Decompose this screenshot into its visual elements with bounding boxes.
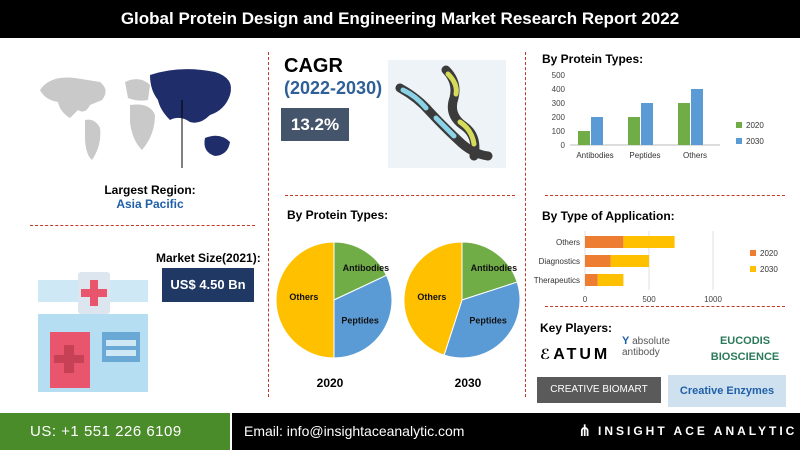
- x-tick-label: Antibodies: [576, 151, 613, 160]
- pie-slice-peptides: [443, 281, 521, 359]
- y-tick-label: Diagnostics: [539, 257, 580, 266]
- hospital-icon: [38, 272, 148, 392]
- cagr-label: CAGR: [284, 55, 343, 77]
- y-tick-label: 200: [552, 113, 566, 122]
- page-title: Global Protein Design and Engineering Ma…: [0, 0, 800, 38]
- x-tick-label: 1000: [704, 295, 722, 304]
- legend-swatch-2020: [750, 250, 756, 256]
- antibody-glyph-icon: Y: [622, 335, 630, 347]
- pie-slice-antibodies: [333, 241, 388, 301]
- logo-creative-enzymes: Creative Enzymes: [668, 375, 786, 407]
- pie-slice-antibodies: [461, 241, 518, 301]
- x-tick-label: Peptides: [629, 151, 660, 160]
- y-tick-label: Therapeutics: [534, 276, 580, 285]
- footer-phone[interactable]: US: +1 551 226 6109: [0, 413, 230, 450]
- bar-chart-title: By Protein Types:: [542, 52, 644, 66]
- pie-label-others: Others: [289, 292, 318, 302]
- bar-others-2020: [678, 103, 690, 145]
- legend-swatch-2030: [750, 266, 756, 272]
- legend-label-2020: 2020: [746, 121, 764, 130]
- divider-horizontal-right: [545, 195, 785, 196]
- bar-antibodies-2030: [591, 117, 603, 145]
- pie-year-2020: 2020: [316, 376, 344, 390]
- legend-swatch-2020: [736, 122, 742, 128]
- bar-antibodies-2020: [578, 131, 590, 145]
- divider-vertical-left: [268, 52, 269, 397]
- footer-brand: ⋔ INSIGHT ACE ANALYTIC: [532, 413, 800, 450]
- logo-creative-biomart: CREATIVE BIOMART: [537, 377, 661, 403]
- atum-glyph-icon: ℰ: [540, 346, 554, 362]
- hbar-diagnostics-2030: [610, 255, 649, 267]
- pie-slice-others: [403, 241, 463, 356]
- bar-peptides-2030: [641, 103, 653, 145]
- legend-swatch-2030: [736, 138, 742, 144]
- hbar-therapeutics-2020: [585, 274, 598, 286]
- pie-slice-others: [275, 241, 335, 359]
- insightace-logo-icon: ⋔: [578, 423, 595, 440]
- pie-label-peptides: Peptides: [469, 315, 507, 325]
- y-tick-label: 300: [552, 99, 566, 108]
- application-chart-title: By Type of Application:: [542, 209, 675, 223]
- bar-chart-protein-types: 0 100 200 300 400 500 Antibodies Peptides Others…: [552, 71, 765, 160]
- divider-horizontal-right2: [545, 306, 785, 307]
- logo-absolute-antibody: Y absolute antibody: [622, 335, 670, 358]
- y-tick-label: 100: [552, 127, 566, 136]
- bar-peptides-2020: [628, 117, 640, 145]
- bar-others-2030: [691, 89, 703, 145]
- bar-chart-application: 0 500 1000 Others Diagnostics Therapeutics 202…: [534, 231, 778, 304]
- pie-section-title: By Protein Types:: [287, 208, 389, 222]
- legend-label-2030: 2030: [760, 265, 778, 274]
- x-tick-label: 500: [642, 295, 656, 304]
- footer-email[interactable]: Email: info@insightaceanalytic.com: [232, 413, 532, 450]
- protein-helix-icon: [388, 60, 506, 168]
- pie-chart-2030: Antibodies Peptides Others: [403, 241, 521, 359]
- y-tick-label: 500: [552, 71, 566, 80]
- logo-atum: ℰATUM: [540, 346, 611, 363]
- x-tick-label: Others: [683, 151, 707, 160]
- largest-region-value: Asia Pacific: [116, 197, 184, 211]
- key-players-title: Key Players:: [540, 321, 613, 335]
- hbar-others-2030: [623, 236, 675, 248]
- hbar-therapeutics-2030: [597, 274, 624, 286]
- pie-label-antibodies: Antibodies: [343, 263, 390, 273]
- pie-slice-peptides: [333, 274, 393, 359]
- pie-chart-2020: Antibodies Peptides Others: [275, 241, 393, 359]
- largest-region-label: Largest Region:: [104, 183, 196, 197]
- y-tick-label: 400: [552, 85, 566, 94]
- pie-year-2030: 2030: [454, 376, 482, 390]
- cagr-years: (2022-2030): [284, 78, 383, 98]
- world-map-icon: [40, 69, 231, 168]
- x-tick-label: 0: [583, 295, 588, 304]
- market-size-label: Market Size(2021):: [156, 251, 261, 265]
- legend-label-2020: 2020: [760, 249, 778, 258]
- divider-horizontal-mid: [285, 195, 515, 196]
- logo-eucodis: EUCODIS BIOSCIENCE: [710, 335, 780, 363]
- pie-label-peptides: Peptides: [341, 315, 379, 325]
- pie-label-others: Others: [417, 292, 446, 302]
- legend-label-2030: 2030: [746, 137, 764, 146]
- y-tick-label: 0: [561, 141, 566, 150]
- cagr-value: 13.2%: [281, 108, 349, 141]
- divider-vertical-right: [525, 52, 526, 397]
- market-size-value: US$ 4.50 Bn: [162, 268, 254, 302]
- divider-horizontal-left: [30, 225, 255, 226]
- pie-label-antibodies: Antibodies: [471, 263, 518, 273]
- y-tick-label: Others: [556, 238, 580, 247]
- hbar-others-2020: [585, 236, 624, 248]
- hbar-diagnostics-2020: [585, 255, 611, 267]
